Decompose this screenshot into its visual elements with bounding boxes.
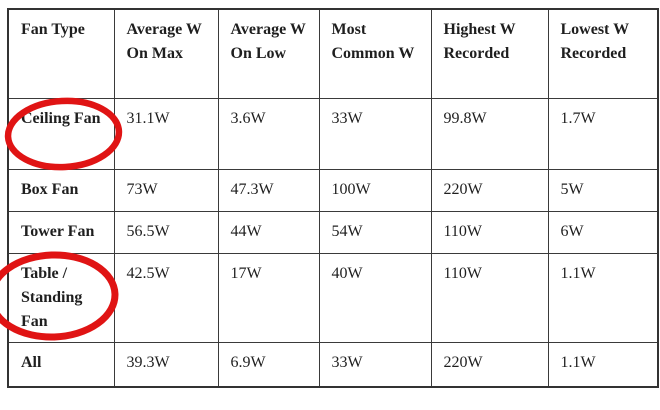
cell-tower-highest: 110W	[430, 210, 549, 254]
row-label-tower-fan: Tower Fan	[7, 210, 115, 254]
column-header-most-common-w: Most Common W	[318, 8, 432, 99]
column-header-fan-type: Fan Type	[7, 8, 115, 99]
row-label-ceiling-fan: Ceiling Fan	[7, 97, 115, 170]
cell-all-avg-max: 39.3W	[113, 341, 219, 388]
cell-box-avg-max: 73W	[113, 168, 219, 212]
fan-wattage-table: Fan Type Average W On Max Average W On L…	[7, 8, 659, 388]
table-row-all: All 39.3W 6.9W 33W 220W 1.1W	[7, 341, 659, 388]
cell-box-avg-low: 47.3W	[217, 168, 320, 212]
cell-tower-most-common: 54W	[318, 210, 432, 254]
cell-ceiling-most-common: 33W	[318, 97, 432, 170]
column-header-highest-w-recorded: Highest W Recorded	[430, 8, 549, 99]
cell-box-lowest: 5W	[547, 168, 659, 212]
cell-box-highest: 220W	[430, 168, 549, 212]
table-row-box-fan: Box Fan 73W 47.3W 100W 220W 5W	[7, 168, 659, 212]
cell-tower-avg-low: 44W	[217, 210, 320, 254]
cell-standing-avg-max: 42.5W	[113, 252, 219, 343]
cell-all-highest: 220W	[430, 341, 549, 388]
column-header-average-w-on-low: Average W On Low	[217, 8, 320, 99]
cell-ceiling-lowest: 1.7W	[547, 97, 659, 170]
table-row-ceiling-fan: Ceiling Fan 31.1W 3.6W 33W 99.8W 1.7W	[7, 97, 659, 170]
cell-box-most-common: 100W	[318, 168, 432, 212]
cell-ceiling-highest: 99.8W	[430, 97, 549, 170]
table-row-tower-fan: Tower Fan 56.5W 44W 54W 110W 6W	[7, 210, 659, 254]
cell-standing-most-common: 40W	[318, 252, 432, 343]
cell-standing-lowest: 1.1W	[547, 252, 659, 343]
cell-standing-highest: 110W	[430, 252, 549, 343]
cell-all-most-common: 33W	[318, 341, 432, 388]
cell-tower-avg-max: 56.5W	[113, 210, 219, 254]
column-header-lowest-w-recorded: Lowest W Recorded	[547, 8, 659, 99]
cell-tower-lowest: 6W	[547, 210, 659, 254]
cell-ceiling-avg-low: 3.6W	[217, 97, 320, 170]
cell-all-avg-low: 6.9W	[217, 341, 320, 388]
table-row-table-standing-fan: Table / Standing Fan 42.5W 17W 40W 110W …	[7, 252, 659, 343]
header-row: Fan Type Average W On Max Average W On L…	[7, 8, 659, 99]
row-label-table-standing-fan: Table / Standing Fan	[7, 252, 115, 343]
row-label-all: All	[7, 341, 115, 388]
row-label-box-fan: Box Fan	[7, 168, 115, 212]
cell-ceiling-avg-max: 31.1W	[113, 97, 219, 170]
column-header-average-w-on-max: Average W On Max	[113, 8, 219, 99]
cell-standing-avg-low: 17W	[217, 252, 320, 343]
cell-all-lowest: 1.1W	[547, 341, 659, 388]
